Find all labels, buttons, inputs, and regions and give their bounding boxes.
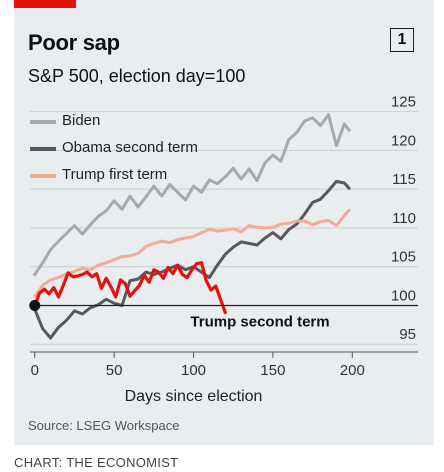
brand-accent-bar [14, 0, 76, 8]
y-tick-label: 110 [392, 210, 416, 227]
chart-number-badge: 1 [390, 28, 414, 52]
series-label-trump-second-term: Trump second term [190, 313, 329, 330]
legend-swatch [30, 120, 56, 124]
y-tick-label: 100 [391, 287, 416, 304]
series-line-trump-second-term [33, 261, 227, 315]
x-tick-label: 100 [181, 362, 206, 379]
y-tick-label: 105 [391, 249, 416, 266]
y-tick-label: 120 [391, 132, 416, 149]
chart-panel [14, 0, 434, 445]
legend-label: Biden [62, 112, 101, 129]
series-line-biden [33, 113, 351, 276]
y-tick-label: 95 [399, 326, 416, 343]
source-note: Source: LSEG Workspace [28, 418, 180, 433]
chart-subtitle: S&P 500, election day=100 [28, 66, 246, 86]
chart-title: Poor sap [28, 30, 120, 55]
y-tick-label: 115 [392, 171, 416, 188]
x-tick-label: 200 [340, 362, 365, 379]
x-tick-label: 150 [260, 362, 285, 379]
baseline-origin-dot [29, 299, 41, 311]
chart-credit: CHART: THE ECONOMIST [14, 455, 179, 470]
legend-swatch [30, 147, 56, 151]
x-tick-label: 0 [31, 362, 39, 379]
y-tick-label: 125 [391, 94, 416, 111]
legend-label: Trump first term [62, 166, 168, 183]
series-line-trump-first-term [33, 208, 351, 298]
x-axis-label: Days since election [125, 388, 263, 405]
x-tick-label: 50 [106, 362, 123, 379]
legend-swatch [30, 174, 56, 178]
legend-label: Obama second term [62, 139, 198, 156]
